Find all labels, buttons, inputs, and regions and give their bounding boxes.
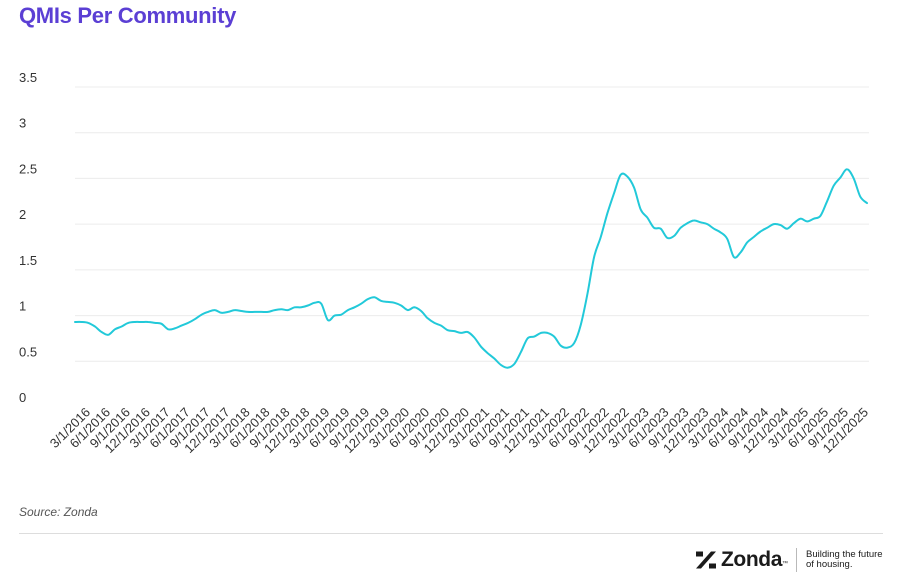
- y-tick-label: 0.5: [19, 344, 37, 359]
- series-line: [74, 168, 868, 369]
- zonda-mark-icon: [695, 551, 717, 569]
- line-chart: 00.511.522.533.53/1/20166/1/20169/1/2016…: [19, 70, 871, 456]
- y-tick-label: 3: [19, 116, 26, 131]
- y-tick-label: 1: [19, 299, 26, 314]
- y-tick-label: 1.5: [19, 253, 37, 268]
- brand-name: Zonda: [721, 548, 782, 571]
- y-tick-label: 2.5: [19, 161, 37, 176]
- source-note: Source: Zonda: [19, 505, 98, 519]
- chart-title: QMIs Per Community: [19, 3, 237, 28]
- y-tick-label: 3.5: [19, 70, 37, 85]
- brand-tagline: Building the future of housing.: [806, 549, 883, 570]
- brand-trademark: ™: [782, 561, 788, 567]
- y-tick-label: 0: [19, 390, 26, 405]
- footer-divider: [19, 533, 883, 534]
- brand-separator: [796, 548, 797, 572]
- y-tick-label: 2: [19, 207, 26, 222]
- brand-footer: Zonda ™ Building the future of housing.: [695, 547, 884, 573]
